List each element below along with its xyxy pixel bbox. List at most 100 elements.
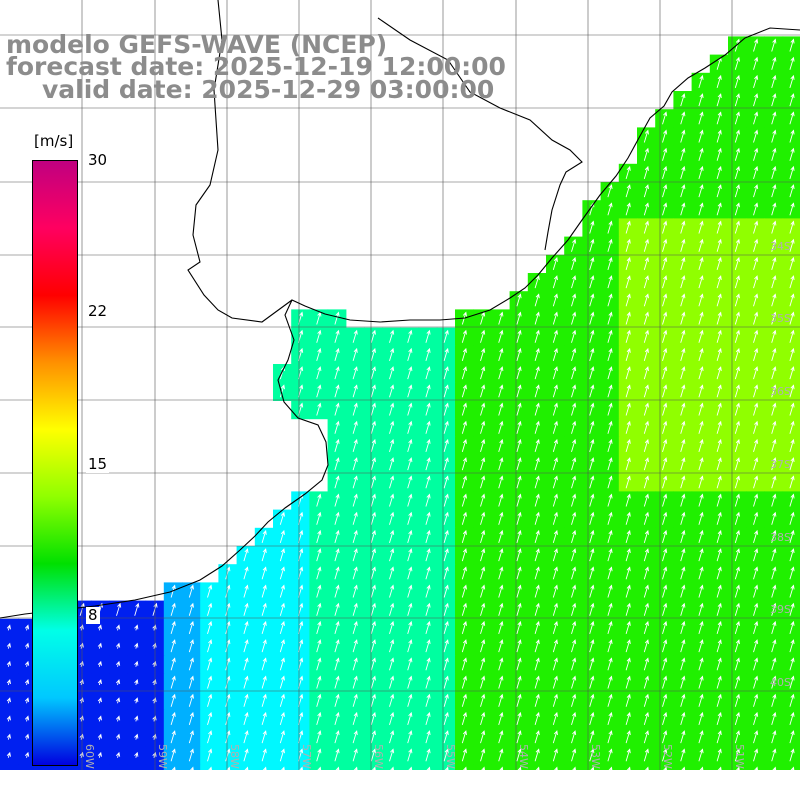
wind-arrow [261, 675, 267, 689]
wind-arrow [771, 38, 777, 52]
wind-arrow [170, 602, 176, 616]
wind-arrow [571, 384, 577, 398]
wind-arrow [115, 715, 121, 722]
wind-arrow [680, 165, 686, 180]
wind-arrow [680, 584, 686, 598]
wind-arrow [716, 275, 722, 289]
wind-arrow [753, 657, 759, 671]
model-title: modelo GEFS-WAVE (NCEP) [6, 30, 388, 59]
wind-arrow [316, 511, 322, 525]
wind-arrow [243, 675, 249, 689]
wind-arrow [134, 751, 139, 758]
wind-arrow [680, 147, 686, 161]
wind-arrow [753, 256, 759, 271]
wind-arrow [680, 293, 686, 307]
wind-arrow [789, 730, 795, 744]
wind-arrow [771, 56, 777, 70]
wind-arrow [243, 693, 249, 707]
wind-arrow [352, 602, 358, 616]
wind-arrow [316, 384, 322, 398]
wind-arrow [789, 111, 795, 125]
wind-arrow [498, 475, 504, 489]
wind-arrow [425, 529, 431, 544]
wind-arrow [698, 511, 704, 525]
wind-arrow [771, 602, 777, 616]
wind-arrow [461, 384, 467, 398]
wind-arrow [370, 475, 376, 489]
wind-arrow [480, 438, 486, 453]
wind-arrow [225, 602, 231, 616]
wind-arrow [516, 420, 522, 434]
wind-arrow [771, 639, 777, 653]
wind-arrow [225, 566, 231, 580]
wind-arrow [771, 438, 777, 453]
wind-arrow [552, 602, 558, 616]
wind-arrow [134, 715, 139, 722]
wind-arrow [734, 111, 740, 125]
wind-arrow [407, 402, 413, 416]
wind-arrow [352, 620, 358, 635]
wind-arrow [24, 642, 30, 649]
wind-arrow [552, 275, 558, 289]
wind-arrow [607, 184, 613, 198]
wind-arrow [716, 620, 722, 635]
wind-arrow [571, 639, 577, 653]
lat-label: 40S [770, 676, 791, 689]
wind-arrow [771, 165, 777, 180]
wind-arrow [716, 748, 722, 762]
wind-arrow [498, 548, 504, 562]
wind-arrow [316, 711, 322, 726]
wind-arrow [534, 711, 540, 726]
wind-arrow [443, 657, 449, 671]
wind-arrow [370, 511, 376, 525]
wind-arrow [407, 511, 413, 525]
wind-arrow [607, 693, 613, 707]
wind-arrow [480, 639, 486, 653]
lon-label: 60W [83, 744, 96, 769]
wind-arrow [6, 751, 11, 758]
wind-arrow [461, 548, 467, 562]
wind-arrow [734, 220, 740, 234]
wind-arrow [207, 639, 213, 653]
wind-arrow [425, 366, 431, 380]
wind-arrow [389, 329, 395, 343]
wind-arrow [662, 748, 668, 762]
wind-arrow [680, 220, 686, 234]
wind-arrow [716, 438, 722, 453]
wind-arrow [534, 366, 540, 380]
wind-arrow [571, 347, 577, 362]
wind-arrow [443, 566, 449, 580]
lon-label: 52W [661, 744, 674, 769]
wind-arrow [571, 693, 577, 707]
lat-label: 39S [770, 603, 791, 616]
wind-arrow [516, 675, 522, 689]
wind-arrow [352, 566, 358, 580]
wind-arrow [789, 602, 795, 616]
wind-arrow [370, 566, 376, 580]
longitude-labels: 60W 59W 58W 57W 56W 55W 54W 53W 52W 51W [83, 744, 746, 769]
wind-arrow [716, 730, 722, 744]
wind-arrow [552, 675, 558, 689]
wind-arrow [389, 584, 395, 598]
wind-arrow [443, 639, 449, 653]
wind-arrow [789, 93, 795, 107]
wind-arrow [607, 384, 613, 398]
wind-arrow [225, 711, 231, 726]
wind-arrow [188, 693, 194, 707]
wind-arrow [279, 620, 285, 635]
wind-arrow [334, 584, 340, 598]
wind-arrow [589, 275, 595, 289]
wind-arrow [480, 748, 486, 762]
wind-arrow [698, 366, 704, 380]
wind-arrow [734, 329, 740, 343]
wind-arrow [480, 402, 486, 416]
wind-arrow [571, 529, 577, 544]
wind-arrow [698, 165, 704, 180]
wind-arrow [279, 675, 285, 689]
wind-arrow [716, 639, 722, 653]
wind-arrow [734, 129, 740, 143]
wind-arrow [680, 711, 686, 726]
wind-arrow [407, 566, 413, 580]
wind-arrow [607, 457, 613, 471]
wind-arrow [771, 620, 777, 635]
